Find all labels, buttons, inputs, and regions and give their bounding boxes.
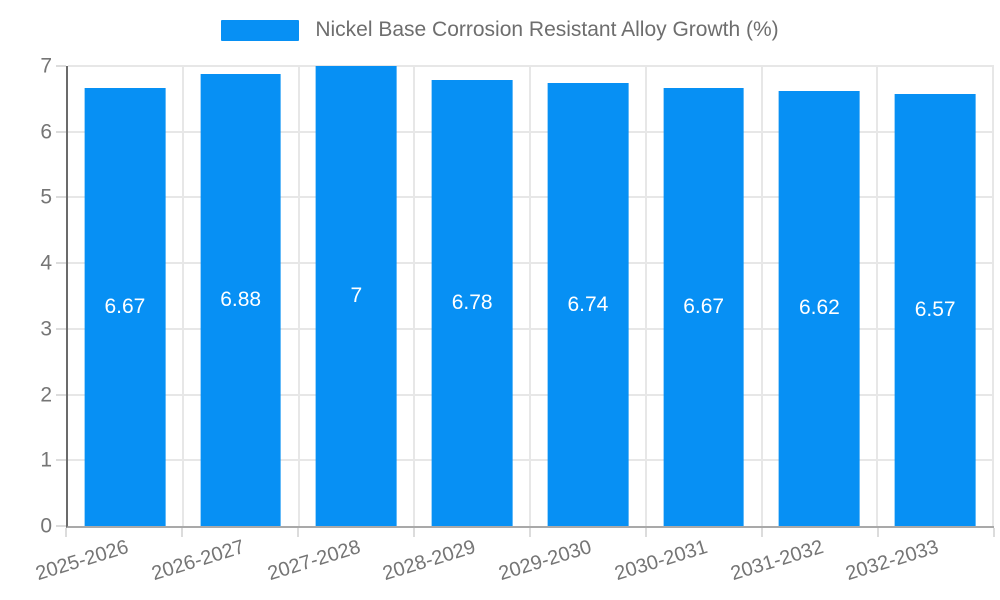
y-tick-label: 1 xyxy=(40,448,52,472)
bar-value-label: 6.74 xyxy=(567,292,609,316)
x-tick-mark xyxy=(529,528,531,537)
gridline-y7 xyxy=(68,65,994,67)
bar-value-label: 7 xyxy=(350,284,363,307)
gridlines xyxy=(68,65,994,526)
plot-area: 6.67 2025-2026 6.88 2026-2027 7 2027-202… xyxy=(33,65,994,585)
bar-value-label: 6.62 xyxy=(798,296,840,320)
legend-swatch[interactable] xyxy=(221,19,300,41)
bar-value-label: 6.67 xyxy=(104,294,146,318)
y-tick-label: 5 xyxy=(40,185,52,209)
bar-2030-2031[interactable]: 6.67 xyxy=(663,87,744,526)
y-tick-mark xyxy=(56,459,66,462)
y-tick-mark xyxy=(56,393,66,396)
gridline-y2 xyxy=(68,393,994,396)
category-column: 7 2027-2028 xyxy=(265,66,416,585)
category-column: 6.74 2029-2030 xyxy=(496,66,647,585)
x-tick-mark xyxy=(761,528,763,537)
bar-value-label: 6.67 xyxy=(683,294,725,318)
gridline-y4 xyxy=(68,262,994,265)
bar-2026-2027[interactable]: 6.88 xyxy=(200,73,281,526)
category-column: 6.88 2026-2027 xyxy=(149,66,300,585)
gridline-y5 xyxy=(68,196,994,199)
x-tick-label: 2031-2032 xyxy=(727,536,826,586)
x-tick-mark xyxy=(993,528,995,537)
x-tick-mark xyxy=(413,528,415,537)
y-tick-label: 3 xyxy=(40,317,52,341)
x-tick-mark xyxy=(877,528,879,537)
category-column: 6.62 2031-2032 xyxy=(728,66,879,585)
gridline-y6 xyxy=(68,130,994,133)
category-column: 6.57 2032-2033 xyxy=(844,66,994,585)
x-tick-label: 2026-2027 xyxy=(149,536,248,586)
bar-value-label: 6.78 xyxy=(451,291,493,315)
y-tick-mark xyxy=(56,65,66,67)
y-tick-label: 0 xyxy=(40,514,52,538)
x-tick-label: 2032-2033 xyxy=(843,536,942,586)
bar-2029-2030[interactable]: 6.74 xyxy=(547,83,629,526)
bar-value-label: 6.88 xyxy=(220,287,262,311)
gridline-y3 xyxy=(68,327,994,330)
y-tick-label: 6 xyxy=(40,120,52,144)
y-tick-mark xyxy=(56,525,66,527)
bar-2032-2033[interactable]: 6.57 xyxy=(894,94,976,526)
y-tick-label: 4 xyxy=(40,251,52,275)
legend-label[interactable]: Nickel Base Corrosion Resistant Alloy Gr… xyxy=(315,18,779,41)
bar-value-label: 6.57 xyxy=(914,298,956,322)
gridline-y1 xyxy=(68,459,994,462)
bar-2028-2029[interactable]: 6.78 xyxy=(431,80,513,526)
x-tick-mark xyxy=(65,528,67,537)
legend: Nickel Base Corrosion Resistant Alloy Gr… xyxy=(0,18,1000,42)
x-tick-label: 2027-2028 xyxy=(264,536,363,586)
y-tick-mark xyxy=(56,327,66,330)
x-tick-label: 2025-2026 xyxy=(33,536,132,586)
y-tick-mark xyxy=(56,196,66,199)
x-tick-mark xyxy=(181,528,183,537)
y-tick-label: 7 xyxy=(40,54,52,78)
bar-2025-2026[interactable]: 6.67 xyxy=(84,87,166,526)
category-column: 6.67 2030-2031 xyxy=(612,66,763,585)
bar-2027-2028[interactable]: 7 xyxy=(316,66,397,526)
x-tick-label: 2030-2031 xyxy=(612,536,711,586)
y-tick-mark xyxy=(56,262,66,265)
x-tick-mark xyxy=(645,528,647,537)
x-tick-label: 2028-2029 xyxy=(380,536,479,586)
category-column: 6.78 2028-2029 xyxy=(381,66,531,585)
y-axis: 0 1 2 3 4 5 6 7 xyxy=(0,56,66,537)
x-tick-label: 2029-2030 xyxy=(496,536,595,586)
bar-2031-2032[interactable]: 6.62 xyxy=(779,90,860,526)
category-column: 6.67 2025-2026 xyxy=(33,66,184,585)
y-tick-mark xyxy=(56,130,66,133)
x-tick-mark xyxy=(297,528,299,537)
y-tick-label: 2 xyxy=(40,383,52,407)
x-axis-ticks xyxy=(65,528,995,537)
